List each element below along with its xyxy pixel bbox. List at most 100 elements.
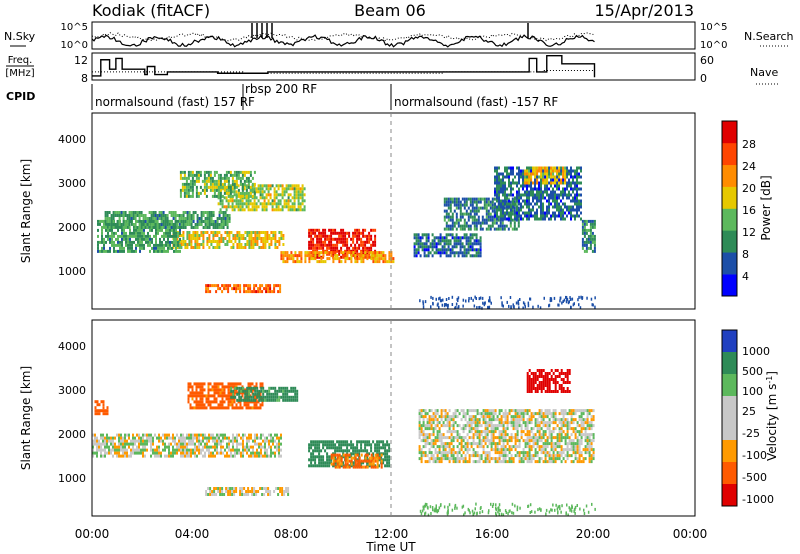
- power-cell: [162, 217, 165, 220]
- power-cell: [141, 228, 143, 232]
- velocity-cell: [228, 454, 230, 458]
- power-cell: [578, 175, 580, 179]
- power-cell: [449, 197, 452, 201]
- velocity-cell: [235, 406, 238, 410]
- power-cell: [522, 211, 524, 215]
- power-cell: [239, 284, 242, 288]
- power-cell: [454, 306, 456, 310]
- power-cell: [262, 243, 265, 246]
- velocity-cell: [132, 451, 134, 455]
- power-cell: [552, 196, 554, 200]
- power-cell: [485, 215, 488, 219]
- velocity-cell: [346, 456, 349, 460]
- power-cell: [350, 251, 353, 255]
- power-cell: [546, 166, 549, 170]
- power-cell: [482, 301, 484, 305]
- power-cell: [186, 246, 189, 249]
- velocity-cell: [150, 439, 152, 443]
- velocity-cell: [202, 445, 204, 449]
- power-cell: [127, 246, 129, 250]
- power-cell: [210, 240, 213, 243]
- power-cell: [465, 251, 468, 255]
- power-cell: [171, 240, 173, 244]
- velocity-cell: [172, 448, 174, 452]
- velocity-cell: [236, 436, 238, 440]
- power-cell: [436, 303, 439, 307]
- power-cell: [328, 237, 331, 241]
- velocity-cell: [452, 418, 455, 422]
- power-cell: [476, 306, 478, 310]
- power-cell: [194, 211, 197, 214]
- power-cell: [234, 234, 237, 237]
- velocity-cell: [376, 462, 379, 466]
- velocity-cell: [281, 487, 284, 490]
- power-cell: [425, 239, 428, 243]
- velocity-cell: [434, 460, 437, 464]
- velocity-cell: [268, 442, 270, 446]
- velocity-cell: [274, 433, 276, 437]
- velocity-cell: [221, 406, 224, 410]
- power-cbar-tick: 4: [742, 270, 749, 283]
- power-cell: [206, 217, 209, 220]
- power-cell: [581, 222, 584, 226]
- velocity-cell: [348, 443, 351, 447]
- power-cell: [421, 233, 424, 237]
- power-cell: [261, 208, 264, 212]
- nsearch-tick-top: 10^5: [700, 22, 727, 33]
- power-cell: [140, 223, 143, 226]
- power-cell: [207, 290, 210, 294]
- power-cell: [169, 231, 171, 235]
- power-cell: [326, 246, 329, 250]
- power-cell: [564, 205, 566, 209]
- power-colorbar-swatch: [722, 208, 737, 231]
- power-cell: [554, 205, 556, 209]
- power-cell: [388, 257, 391, 261]
- power-cell: [544, 214, 546, 218]
- power-cell: [237, 170, 240, 174]
- power-cell: [320, 260, 323, 264]
- velocity-cell: [257, 400, 260, 404]
- velocity-cell: [330, 462, 333, 466]
- power-cell: [97, 228, 99, 232]
- power-cell: [155, 237, 157, 241]
- power-cell: [212, 220, 215, 223]
- power-cell: [127, 225, 129, 229]
- power-cell: [134, 226, 137, 229]
- power-cell: [489, 212, 492, 216]
- power-cell: [235, 290, 238, 294]
- power-cell: [320, 257, 323, 261]
- power-cell: [256, 231, 259, 234]
- velocity-cell: [206, 445, 208, 449]
- power-cell: [481, 296, 484, 300]
- power-cell: [591, 222, 594, 226]
- velocity-cell: [320, 440, 323, 444]
- power-cell: [107, 237, 109, 241]
- velocity-cell: [108, 439, 110, 443]
- power-cell: [370, 251, 373, 255]
- velocity-cell: [199, 385, 202, 389]
- power-cell: [220, 211, 223, 214]
- power-cell: [502, 190, 504, 194]
- power-cell: [212, 226, 215, 229]
- velocity-cell: [231, 397, 234, 401]
- velocity-cell: [328, 458, 331, 462]
- power-cell: [536, 199, 538, 203]
- power-cell: [262, 231, 265, 234]
- power-cell: [258, 237, 261, 240]
- power-cell: [498, 187, 500, 191]
- power-cell: [532, 172, 535, 176]
- power-cell: [532, 190, 534, 194]
- velocity-cell: [172, 451, 174, 455]
- velocity-cell: [438, 445, 441, 449]
- power-cell: [206, 211, 209, 214]
- power-cell: [120, 214, 123, 217]
- power-cell: [457, 197, 460, 201]
- velocity-cell: [220, 448, 222, 452]
- velocity-cell: [430, 421, 433, 425]
- power-cell: [193, 179, 196, 183]
- power-cell: [198, 237, 201, 240]
- velocity-cell: [174, 442, 176, 446]
- power-cell: [299, 205, 302, 209]
- power-cell: [340, 246, 343, 250]
- power-cell: [473, 215, 476, 219]
